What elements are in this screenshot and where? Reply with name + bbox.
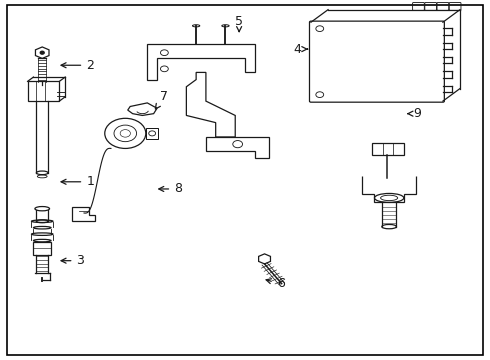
Text: 7: 7 <box>155 90 169 109</box>
Text: 5: 5 <box>235 15 243 32</box>
Text: 1: 1 <box>61 175 94 188</box>
Bar <box>372 143 404 155</box>
Text: 8: 8 <box>159 183 182 195</box>
Text: 6: 6 <box>266 278 285 291</box>
Bar <box>33 242 51 255</box>
Text: 9: 9 <box>408 107 421 120</box>
Text: 3: 3 <box>61 254 84 267</box>
Circle shape <box>40 51 44 54</box>
Text: 4: 4 <box>294 42 307 55</box>
Text: 2: 2 <box>61 59 94 72</box>
